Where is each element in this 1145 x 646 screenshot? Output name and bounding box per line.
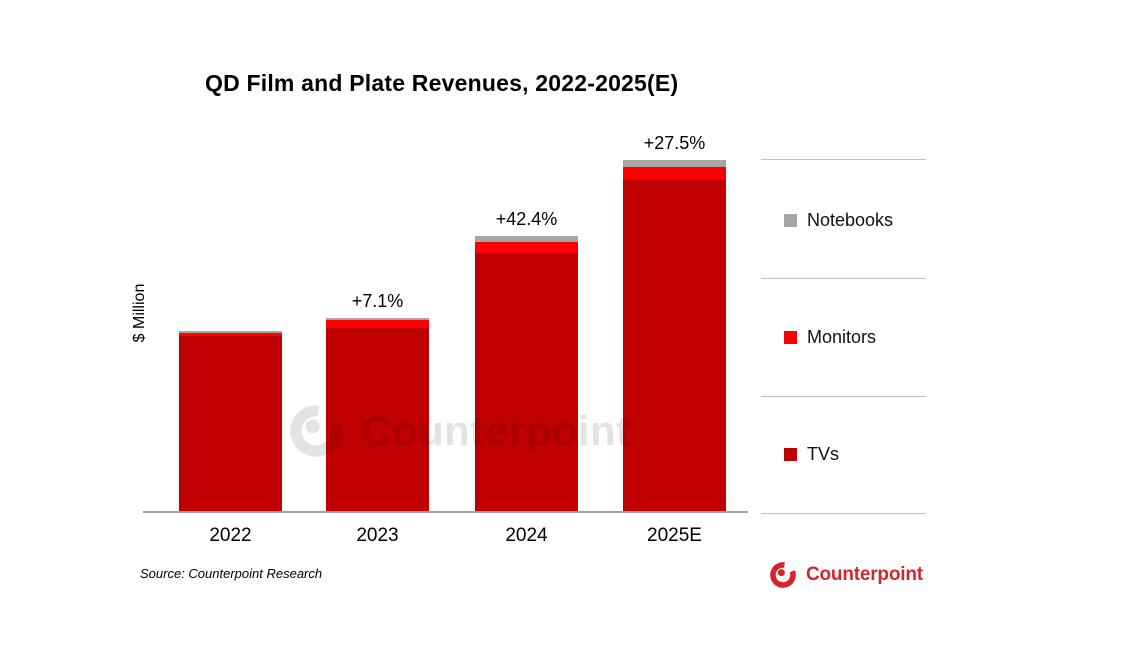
- bar-segment-monitors-2022: [179, 332, 282, 337]
- legend-item-tvs: TVs: [784, 443, 839, 465]
- legend-swatch-tvs: [784, 447, 797, 461]
- chart-title: QD Film and Plate Revenues, 2022-2025(E): [205, 70, 679, 96]
- legend-label-monitors: Monitors: [807, 326, 877, 347]
- growth-label-2025e: +27.5%: [643, 132, 706, 153]
- legend-label-tvs: TVs: [807, 443, 840, 464]
- legend-divider-2: [761, 278, 926, 279]
- bar-segment-monitors-2023: [326, 320, 429, 329]
- source-note: Source: Counterpoint Research: [140, 566, 323, 581]
- legend-swatch-monitors: [784, 330, 797, 344]
- x-tick-label-2024: 2024: [505, 525, 548, 546]
- legend: Notebooks Monitors TVs: [761, 0, 926, 646]
- legend-item-monitors: Monitors: [784, 326, 876, 348]
- legend-divider-4: [761, 513, 926, 514]
- legend-label-notebooks: Notebooks: [807, 209, 894, 230]
- counterpoint-mark-icon: [770, 562, 796, 588]
- bar-segment-notebooks-2022: [179, 331, 282, 333]
- legend-item-notebooks: Notebooks: [784, 209, 893, 231]
- x-tick-label-2022: 2022: [209, 525, 252, 546]
- growth-label-2024: +42.4%: [495, 208, 558, 229]
- bar-segment-notebooks-2023: [326, 318, 429, 321]
- x-tick-label-2025e: 2025E: [647, 525, 702, 546]
- legend-divider-1: [761, 159, 926, 160]
- brand-logo: Counterpoint: [769, 561, 926, 589]
- brand-name: Counterpoint: [806, 564, 923, 585]
- legend-swatch-notebooks: [784, 213, 797, 227]
- legend-divider-3: [761, 396, 926, 397]
- growth-label-2023: +7.1%: [351, 291, 404, 312]
- bar-segment-tvs-2024: [475, 252, 578, 512]
- bar-segment-notebooks-2025e: [623, 159, 726, 167]
- bar-segment-tvs-2023: [326, 328, 429, 512]
- bar-segment-monitors-2025e: [623, 167, 726, 181]
- x-tick-label-2023: 2023: [356, 525, 399, 546]
- bar-segment-tvs-2022: [179, 336, 282, 512]
- x-axis-line: [143, 511, 748, 513]
- bar-segment-tvs-2025e: [623, 180, 726, 512]
- bar-segment-monitors-2024: [475, 241, 578, 253]
- bar-segment-notebooks-2024: [475, 235, 578, 242]
